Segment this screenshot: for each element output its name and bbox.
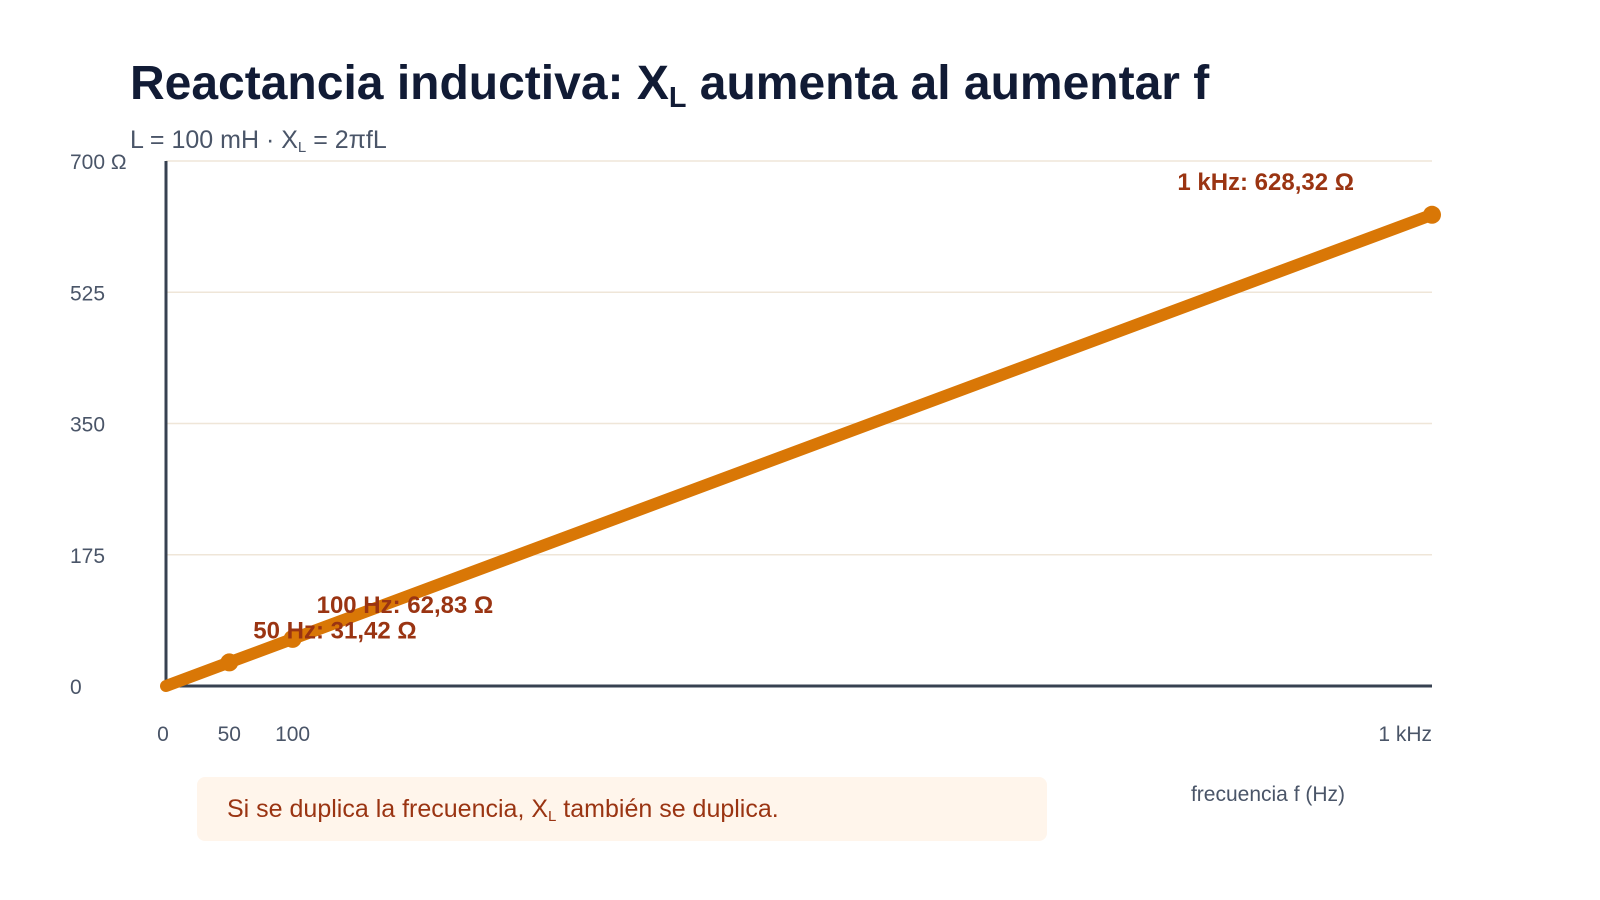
- x-tick-label-2: 100: [275, 723, 310, 746]
- y-tick-label-0: 0: [70, 676, 82, 699]
- chart-title-prefix: Reactancia inductiva: X: [130, 57, 669, 110]
- data-point-2: [1423, 205, 1441, 224]
- grid-lines: [166, 160, 1432, 556]
- doubling-note: Si se duplica la frecuencia, XL también …: [197, 777, 1047, 841]
- data-point-1: [283, 629, 302, 648]
- chart-title-suffix: aumenta al aumentar f: [686, 57, 1210, 110]
- chart-title: Reactancia inductiva: XL aumenta al aume…: [130, 54, 1209, 114]
- chart-labels: 0 175 350 525 700 Ω 0 50 100 1 kHz frecuencia f (…: [70, 151, 1432, 806]
- y-tick-label-2: 350: [70, 414, 105, 437]
- chart-subtitle-prefix: L = 100 mH · X: [130, 126, 298, 154]
- chart-subtitle: L = 100 mH · XL = 2πfL: [130, 125, 387, 155]
- y-tick-label-3: 525: [70, 282, 105, 305]
- chart-subtitle-subscript: L: [297, 139, 307, 157]
- note-suffix: también se duplica.: [556, 795, 779, 823]
- x-tick-label-0: 0: [157, 723, 169, 746]
- data-label-0: 50 Hz: 31,42 Ω: [253, 617, 416, 644]
- data-label-2: 1 kHz: 628,32 Ω: [1177, 169, 1354, 196]
- chart-axes: [164, 161, 1432, 688]
- reactance-series: [160, 205, 1441, 692]
- y-tick-label-1: 175: [70, 545, 105, 568]
- y-tick-label-4: 700 Ω: [70, 151, 127, 174]
- note-subscript: L: [548, 808, 557, 826]
- chart-title-subscript: L: [668, 82, 687, 115]
- x-tick-label-3: 1 kHz: [1378, 723, 1432, 746]
- x-axis-title: frecuencia f (Hz): [1191, 783, 1345, 806]
- data-label-1: 100 Hz: 62,83 Ω: [317, 592, 494, 619]
- reactance-line: [160, 208, 1438, 692]
- chart-subtitle-suffix: = 2πfL: [306, 126, 387, 154]
- note-prefix: Si se duplica la frecuencia, X: [227, 795, 549, 823]
- data-point-0: [220, 653, 239, 672]
- x-tick-label-1: 50: [218, 723, 241, 746]
